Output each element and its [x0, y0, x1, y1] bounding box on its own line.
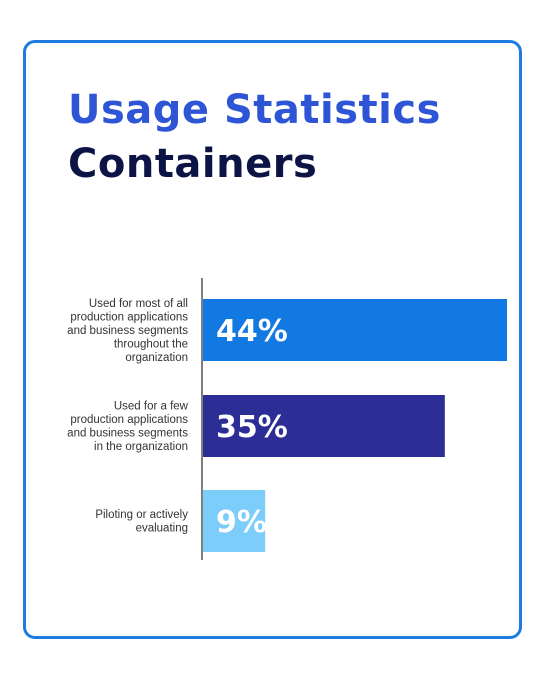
category-label-3: Piloting or actively evaluating [95, 509, 188, 535]
category-label-2: Used for a few production applications and… [67, 401, 189, 454]
bar-2 [203, 395, 445, 457]
value-label-3: 9% [216, 505, 267, 540]
value-label-2: 35% [216, 410, 288, 445]
category-label-1: Used for most of all production applicati… [67, 298, 188, 364]
bar-1 [203, 299, 507, 361]
title-line-2: Containers [68, 141, 318, 187]
title-line-1: Usage Statistics [68, 87, 441, 133]
value-label-1: 44% [216, 314, 288, 349]
bar-3 [203, 490, 266, 552]
